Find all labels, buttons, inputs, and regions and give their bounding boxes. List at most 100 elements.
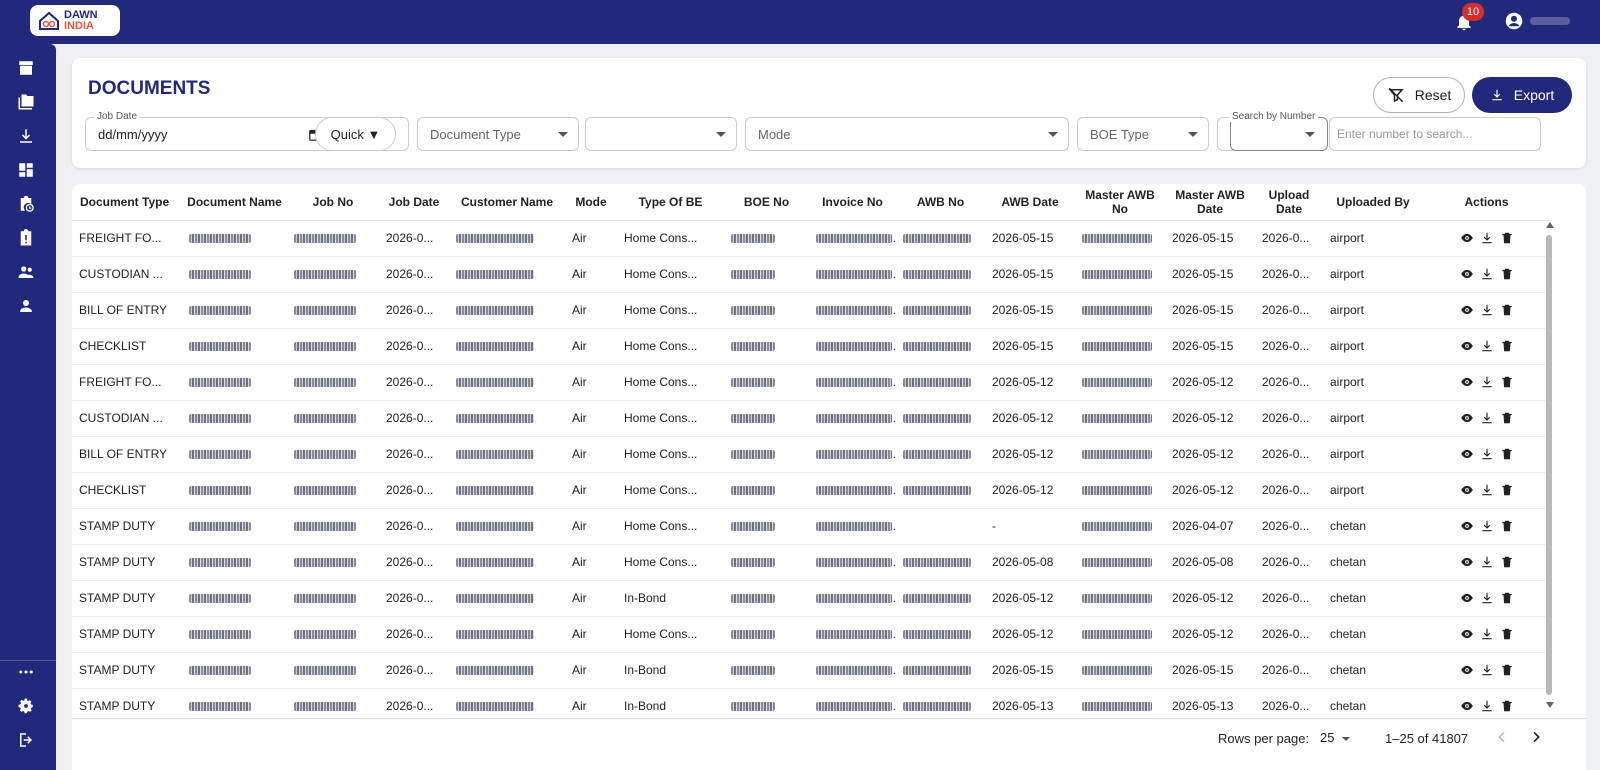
delete-trash-icon[interactable] — [1500, 591, 1514, 605]
column-header[interactable]: AWB No — [896, 184, 985, 221]
table-row[interactable]: STAMP DUTY 2026-0... Air Home Cons... - 2026-… — [72, 508, 1550, 545]
table-row[interactable]: BILL OF ENTRY 2026-0... Air Home Cons... 202… — [72, 292, 1550, 329]
delete-trash-icon[interactable] — [1500, 555, 1514, 569]
download-icon[interactable] — [1480, 555, 1494, 569]
delete-trash-icon[interactable] — [1500, 627, 1514, 641]
delete-trash-icon[interactable] — [1500, 375, 1514, 389]
next-page-icon[interactable] — [1528, 729, 1544, 745]
download-icon[interactable] — [1480, 483, 1494, 497]
view-eye-icon[interactable] — [1460, 627, 1474, 641]
account-circle-icon[interactable] — [1505, 12, 1523, 30]
column-header[interactable]: BOE No — [724, 184, 809, 221]
delete-trash-icon[interactable] — [1500, 663, 1514, 677]
sidebar-item-profile[interactable] — [14, 294, 38, 318]
delete-trash-icon[interactable] — [1500, 447, 1514, 461]
sidebar-item-clipboard-clock[interactable] — [14, 192, 38, 216]
view-eye-icon[interactable] — [1460, 375, 1474, 389]
download-icon[interactable] — [1480, 627, 1494, 641]
download-icon[interactable] — [1480, 231, 1494, 245]
column-header[interactable]: AWB Date — [985, 184, 1075, 221]
table-row[interactable]: CHECKLIST 2026-0... Air Home Cons... 2026-05… — [72, 472, 1550, 509]
delete-trash-icon[interactable] — [1500, 519, 1514, 533]
delete-trash-icon[interactable] — [1500, 411, 1514, 425]
download-icon[interactable] — [1480, 339, 1494, 353]
view-eye-icon[interactable] — [1460, 231, 1474, 245]
delete-trash-icon[interactable] — [1500, 231, 1514, 245]
table-row[interactable]: CUSTODIAN ... 2026-0... Air Home Cons... 202… — [72, 256, 1550, 293]
view-eye-icon[interactable] — [1460, 339, 1474, 353]
user-name-redacted[interactable] — [1530, 17, 1570, 25]
sidebar-item-users[interactable] — [14, 260, 38, 284]
table-row[interactable]: BILL OF ENTRY 2026-0... Air Home Cons... 202… — [72, 436, 1550, 473]
sidebar-item-settings[interactable] — [14, 694, 38, 718]
view-eye-icon[interactable] — [1460, 555, 1474, 569]
table-row[interactable]: CHECKLIST 2026-0... Air Home Cons... 2026-05… — [72, 328, 1550, 365]
view-eye-icon[interactable] — [1460, 483, 1474, 497]
view-eye-icon[interactable] — [1460, 663, 1474, 677]
search-by-number-select[interactable]: Search by Number — [1229, 111, 1328, 151]
view-eye-icon[interactable] — [1460, 303, 1474, 317]
column-header[interactable]: Master AWB No — [1075, 184, 1165, 221]
table-scrollbar-thumb[interactable] — [1546, 235, 1552, 695]
download-icon[interactable] — [1480, 519, 1494, 533]
rows-per-page-select[interactable]: 25 — [1320, 730, 1335, 745]
delete-trash-icon[interactable] — [1500, 483, 1514, 497]
previous-page-icon[interactable] — [1494, 729, 1510, 745]
column-header[interactable]: Job Date — [379, 184, 449, 221]
view-eye-icon[interactable] — [1460, 267, 1474, 281]
column-header[interactable]: Customer Name — [449, 184, 565, 221]
scroll-up-arrow[interactable] — [1546, 222, 1554, 228]
search-number-input[interactable]: Enter number to search... — [1329, 117, 1541, 151]
chevron-down-icon[interactable] — [1342, 737, 1350, 741]
table-row[interactable]: CUSTODIAN ... 2026-0... Air Home Cons... 202… — [72, 400, 1550, 437]
delete-trash-icon[interactable] — [1500, 267, 1514, 281]
download-icon[interactable] — [1480, 411, 1494, 425]
table-row[interactable]: FREIGHT FO... 2026-0... Air Home Cons... 202… — [72, 220, 1550, 257]
column-header[interactable]: Invoice No — [809, 184, 896, 221]
column-header[interactable]: Document Name — [182, 184, 287, 221]
table-row[interactable]: STAMP DUTY 2026-0... Air Home Cons... 2026-0… — [72, 616, 1550, 653]
sidebar-item-dashboard[interactable] — [14, 158, 38, 182]
sidebar-item-folders[interactable] — [14, 90, 38, 114]
document-type-select[interactable]: Document Type — [417, 117, 579, 151]
view-eye-icon[interactable] — [1460, 699, 1474, 713]
sidebar-item-download[interactable] — [14, 124, 38, 148]
table-row[interactable]: STAMP DUTY 2026-0... Air In-Bond 2026-05-15 2… — [72, 652, 1550, 689]
delete-trash-icon[interactable] — [1500, 339, 1514, 353]
delete-trash-icon[interactable] — [1500, 699, 1514, 713]
column-header[interactable]: Document Type — [72, 184, 182, 221]
export-button[interactable]: Export — [1472, 77, 1572, 113]
download-icon[interactable] — [1480, 663, 1494, 677]
boe-type-select[interactable]: BOE Type — [1077, 117, 1209, 151]
view-eye-icon[interactable] — [1460, 447, 1474, 461]
column-header[interactable]: Master AWB Date — [1165, 184, 1255, 221]
delete-trash-icon[interactable] — [1500, 303, 1514, 317]
quick-date-button[interactable]: Quick ▼ — [315, 117, 396, 151]
mode-select[interactable]: Mode — [745, 117, 1069, 151]
table-row[interactable]: FREIGHT FO... 2026-0... Air Home Cons... 202… — [72, 364, 1550, 401]
sidebar-item-more[interactable] — [14, 660, 38, 684]
view-eye-icon[interactable] — [1460, 519, 1474, 533]
secondary-select[interactable] — [585, 117, 737, 151]
download-icon[interactable] — [1480, 267, 1494, 281]
download-icon[interactable] — [1480, 303, 1494, 317]
view-eye-icon[interactable] — [1460, 411, 1474, 425]
column-header[interactable]: Job No — [287, 184, 379, 221]
app-logo[interactable]: DAWN INDIA — [30, 5, 120, 36]
column-header[interactable]: Type Of BE — [617, 184, 724, 221]
sidebar-item-clipboard-alert[interactable] — [14, 226, 38, 250]
sidebar-item-archive[interactable] — [14, 56, 38, 80]
column-header[interactable]: Uploaded By — [1323, 184, 1423, 221]
column-header[interactable]: Mode — [565, 184, 617, 221]
table-row[interactable]: STAMP DUTY 2026-0... Air Home Cons... 2026-0… — [72, 544, 1550, 581]
download-icon[interactable] — [1480, 375, 1494, 389]
view-eye-icon[interactable] — [1460, 591, 1474, 605]
download-icon[interactable] — [1480, 699, 1494, 713]
table-row[interactable]: STAMP DUTY 2026-0... Air In-Bond 2026-05-12 2… — [72, 580, 1550, 617]
scroll-down-arrow[interactable] — [1546, 702, 1554, 708]
sidebar-item-logout[interactable] — [14, 728, 38, 752]
column-header[interactable]: Upload Date — [1255, 184, 1323, 221]
download-icon[interactable] — [1480, 447, 1494, 461]
download-icon[interactable] — [1480, 591, 1494, 605]
reset-button[interactable]: Reset — [1373, 77, 1465, 113]
